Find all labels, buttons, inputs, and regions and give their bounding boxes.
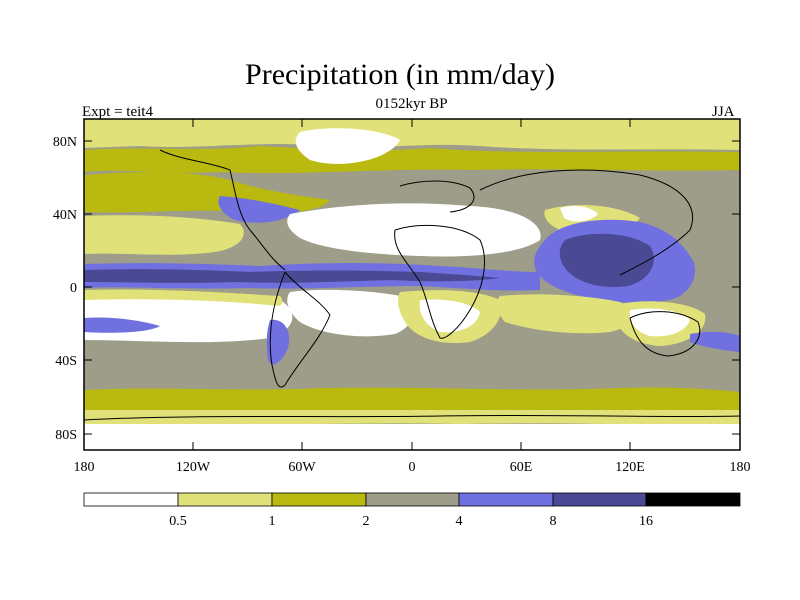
south-pacific-light-edge	[84, 289, 283, 306]
lon-label-60w: 60W	[288, 460, 316, 475]
colorbar-swatch-1	[177, 492, 273, 507]
lat-label-0: 0	[70, 281, 77, 296]
australia-dry	[629, 308, 690, 337]
colorbar-swatch-2	[271, 492, 367, 507]
lon-label-0: 0	[409, 460, 416, 475]
tasman-wet	[690, 331, 740, 352]
arctic-light-band	[84, 119, 740, 150]
lon-label-180w: 180	[74, 460, 95, 475]
africa-coast	[394, 224, 486, 339]
lat-label-40s: 40S	[55, 354, 77, 369]
asian-monsoon-core	[559, 233, 654, 288]
south-america-dry	[287, 289, 413, 337]
plot-title: Precipitation (in mm/day)	[245, 58, 555, 91]
lat-label-40n: 40N	[53, 208, 77, 223]
europe-coast	[399, 180, 475, 213]
lat-label-80s: 80S	[55, 428, 77, 443]
indian-ocean-light	[496, 294, 633, 334]
lat-label-80n: 80N	[53, 135, 77, 150]
colorbar-swatch-6	[645, 492, 741, 507]
north-pacific-band	[84, 171, 330, 213]
experiment-label: Expt = teit4	[82, 104, 153, 120]
gulf-stream-wet	[218, 196, 300, 223]
lon-label-180e: 180	[730, 460, 751, 475]
colorbar-swatch-0	[83, 492, 179, 507]
north-america-coast	[159, 149, 286, 271]
lat-tick-marks	[84, 140, 740, 435]
lon-label-120w: 120W	[176, 460, 211, 475]
colorbar-swatch-3	[365, 492, 460, 507]
lon-label-60e: 60E	[510, 460, 533, 475]
colorbar-label-4: 4	[456, 514, 463, 529]
precipitation-field	[84, 119, 740, 450]
colorbar-swatch-4	[458, 492, 554, 507]
subtropical-north-pacific-light	[84, 215, 244, 255]
greenland-dry	[295, 128, 400, 164]
sahara-arabia-dry	[287, 203, 541, 257]
antarctica-dry	[84, 424, 740, 450]
colorbar-swatch-5	[552, 492, 647, 507]
antarctic-edge-light	[84, 410, 740, 425]
coastlines	[84, 149, 740, 421]
tibet-dry	[560, 206, 598, 222]
southern-ocean-band	[84, 387, 740, 410]
chile-wet	[266, 319, 290, 365]
colorbar-label-8: 8	[550, 514, 557, 529]
itcz-core	[84, 269, 500, 283]
antarctica-coast	[84, 414, 740, 421]
colorbar-label-1: 1	[269, 514, 276, 529]
colorbar-label-0-5: 0.5	[169, 514, 187, 529]
asia-coast	[479, 169, 693, 276]
lon-label-120e: 120E	[615, 460, 645, 475]
season-label: JJA	[712, 104, 735, 120]
lon-tick-marks	[83, 119, 741, 450]
southern-africa-dry	[419, 299, 480, 333]
northern-band	[84, 146, 740, 174]
australia-coast	[629, 311, 701, 357]
colorbar	[83, 492, 741, 507]
plot-subtitle: 0152kyr BP	[375, 96, 448, 112]
colorbar-label-16: 16	[639, 514, 653, 529]
south-america-coast	[269, 271, 331, 388]
colorbar-label-2: 2	[363, 514, 370, 529]
south-pacific-wet-streak	[84, 317, 160, 333]
